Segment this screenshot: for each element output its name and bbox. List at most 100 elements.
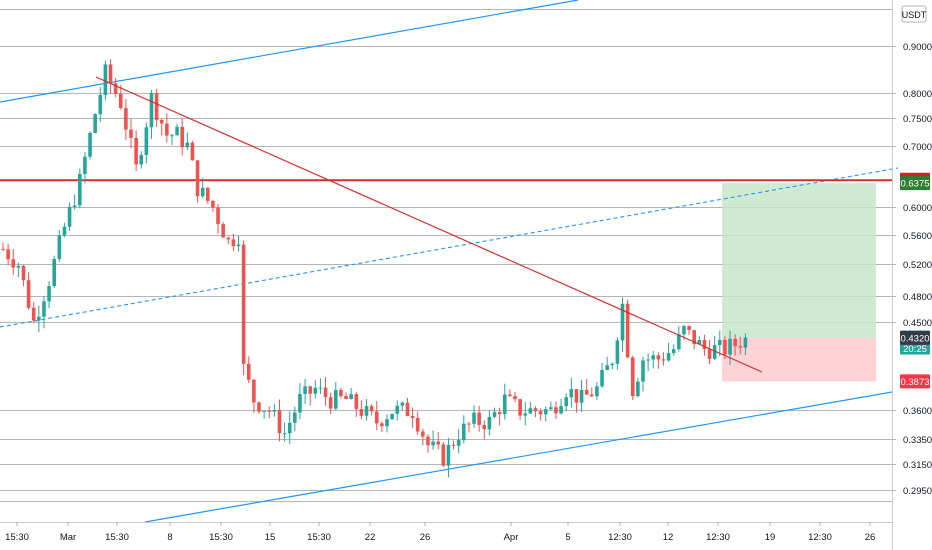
- target-price-label: 0.6375: [900, 179, 929, 190]
- candle-body: [518, 399, 522, 416]
- candle-body: [738, 346, 743, 348]
- candle-body: [600, 370, 604, 387]
- y-tick-label: 0.2950: [903, 486, 932, 497]
- x-tick-label: 5: [565, 532, 570, 543]
- candle-body: [298, 393, 302, 413]
- candle-body: [462, 423, 466, 441]
- candle-body: [400, 402, 405, 406]
- x-tick-label: 12:30: [808, 532, 832, 543]
- candle-body: [549, 407, 553, 410]
- candle-body: [687, 326, 691, 331]
- candle-body: [118, 93, 123, 109]
- candle-body: [252, 379, 256, 403]
- y-tick-label: 0.3150: [903, 460, 932, 471]
- candle-body: [385, 419, 389, 427]
- candle-body: [492, 412, 497, 417]
- candle-body: [666, 353, 671, 361]
- candle-body: [446, 444, 451, 466]
- candle-body: [656, 355, 661, 360]
- candle-body: [16, 265, 21, 268]
- candlestick-series[interactable]: [1, 59, 748, 478]
- candle-body: [185, 142, 190, 148]
- position-zones: [722, 183, 876, 382]
- candle-body: [262, 410, 266, 412]
- candle-body: [344, 396, 348, 400]
- stop-label-bg: [900, 374, 930, 389]
- trend-drawings: [0, 0, 899, 523]
- candle-body: [57, 235, 62, 259]
- candle-body: [554, 407, 558, 414]
- candle-body: [477, 412, 481, 425]
- candle-body: [246, 363, 251, 380]
- candle-body: [323, 387, 328, 398]
- candle-body: [431, 441, 435, 446]
- candle-body: [508, 394, 512, 397]
- candle-body: [502, 394, 507, 415]
- candle-body: [206, 187, 210, 201]
- candle-body: [615, 340, 620, 364]
- candle-body: [303, 386, 307, 394]
- candle-body: [257, 402, 261, 412]
- candle-body: [195, 160, 200, 197]
- candle-body: [359, 409, 364, 416]
- x-tick-label: Apr: [504, 532, 519, 543]
- candle-body: [190, 142, 195, 161]
- candle-body: [559, 406, 563, 414]
- candle-body: [26, 280, 31, 308]
- candle-body: [98, 94, 103, 115]
- candle-body: [718, 339, 722, 346]
- candle-body: [374, 411, 379, 424]
- entry-price-label: 0.4320: [900, 333, 929, 344]
- candle-body: [451, 444, 456, 446]
- candle-body: [236, 244, 241, 247]
- x-tick-label: 15:30: [5, 532, 29, 543]
- stop-price-label: 0.3873: [900, 377, 929, 388]
- mid-channel-line: [0, 167, 899, 328]
- candle-body: [595, 386, 599, 397]
- candle-body: [103, 64, 108, 95]
- candle-body: [441, 444, 446, 466]
- candle-body: [159, 119, 164, 124]
- candle-body: [272, 410, 277, 412]
- candle-body: [625, 303, 630, 358]
- countdown-timer: 20:25: [903, 344, 927, 355]
- candle-body: [21, 265, 26, 281]
- time-axis[interactable]: 15:30 Mar 15:30 8 15:30 15 15:30 22 26 Apr 5 12:30 1…: [5, 522, 875, 543]
- currency-button[interactable]: USDT: [901, 5, 927, 23]
- candle-body: [410, 416, 415, 418]
- candle-body: [590, 394, 594, 397]
- candle-body: [349, 394, 353, 400]
- candle-body: [697, 340, 702, 345]
- candle-body: [733, 338, 737, 347]
- candle-body: [328, 397, 333, 409]
- candle-body: [569, 389, 574, 398]
- candle-body: [584, 389, 589, 395]
- candle-body: [267, 410, 272, 412]
- candle-body: [62, 226, 67, 236]
- x-tick-label: 15:30: [307, 532, 331, 543]
- descending-trendline: [95, 76, 763, 373]
- candle-body: [513, 396, 517, 400]
- y-tick-label: 0.3350: [903, 435, 932, 446]
- candle-body: [149, 93, 154, 128]
- candle-body: [523, 413, 528, 416]
- candle-body: [497, 412, 502, 415]
- candle-body: [113, 83, 118, 94]
- candle-body: [67, 206, 72, 227]
- candle-body: [605, 365, 609, 371]
- candle-body: [538, 411, 543, 415]
- y-tick-label: 0.5600: [903, 231, 932, 242]
- price-axis[interactable]: 0.9000 0.8000 0.7500 0.7000 0.6000 0.5600 0.52…: [892, 42, 932, 497]
- candle-body: [651, 355, 656, 360]
- candle-body: [175, 126, 179, 136]
- candle-body: [287, 422, 292, 434]
- candle-body: [211, 200, 215, 208]
- candle-body: [579, 389, 584, 403]
- candle-body: [47, 285, 51, 302]
- target-label-bg: [900, 176, 930, 191]
- candle-body: [318, 387, 323, 389]
- candle-body: [630, 357, 635, 397]
- candle-body: [334, 389, 338, 409]
